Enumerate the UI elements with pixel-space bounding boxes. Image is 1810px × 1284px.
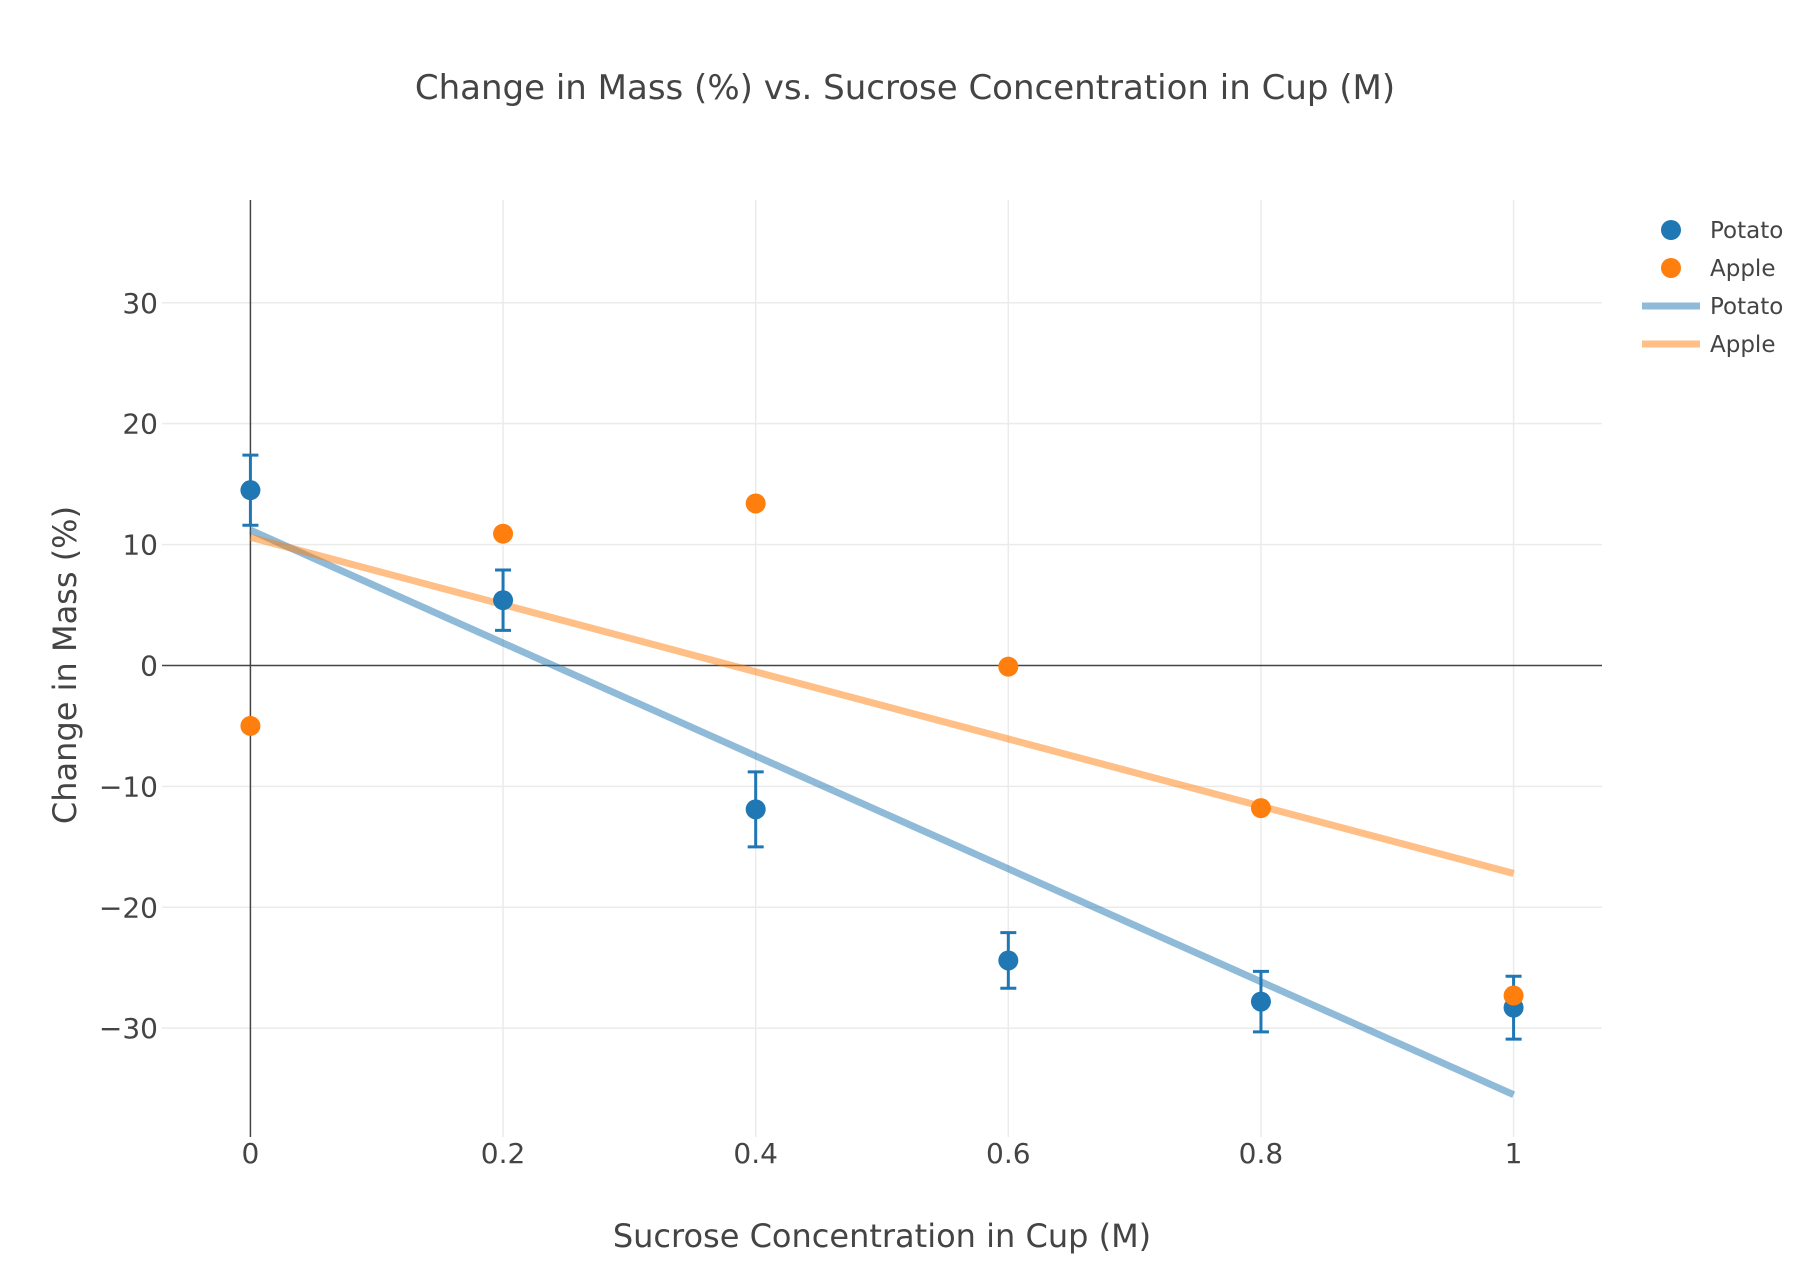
x-tick-label: 0.2	[481, 1137, 526, 1170]
legend-item-apple-line[interactable]: Apple	[1642, 332, 1775, 358]
y-tick-label: −20	[99, 891, 158, 924]
apple-data-point	[493, 523, 514, 544]
potato-data-point	[745, 799, 766, 820]
y-tick-label: −10	[99, 770, 158, 803]
legend-marker-swatch	[1661, 258, 1681, 278]
y-tick-label: 10	[122, 529, 158, 562]
x-tick-label: 0.6	[986, 1137, 1031, 1170]
x-tick-label: 0.8	[1239, 1137, 1284, 1170]
legend-label: Potato	[1710, 218, 1783, 244]
apple-fit-line	[249, 533, 1515, 877]
x-tick-label: 0.4	[733, 1137, 778, 1170]
tick-labels: 0 0.2 0.4 0.6 0.8 1 30 20 10 0 −10 −20 −30	[99, 287, 1523, 1170]
legend-marker-swatch	[1661, 220, 1681, 240]
x-axis-title: Sucrose Concentration in Cup (M)	[613, 1217, 1151, 1255]
gridlines	[162, 200, 1602, 1137]
y-axis-title: Change in Mass (%)	[46, 506, 84, 824]
legend[interactable]: Potato Apple Potato Apple	[1642, 218, 1783, 358]
x-tick-label: 0	[242, 1137, 260, 1170]
apple-data-point	[1503, 985, 1524, 1006]
legend-item-potato-markers[interactable]: Potato	[1661, 218, 1783, 244]
y-tick-label: 0	[140, 649, 158, 682]
y-tick-label: −30	[99, 1012, 158, 1045]
legend-label: Apple	[1710, 332, 1775, 358]
potato-data-point	[998, 950, 1019, 971]
chart-title: Change in Mass (%) vs. Sucrose Concentra…	[415, 68, 1395, 108]
legend-label: Apple	[1710, 256, 1775, 282]
potato-fit-line	[248, 526, 1516, 1098]
apple-data-point	[240, 715, 261, 736]
y-tick-label: 20	[122, 408, 158, 441]
error-bars	[242, 453, 1522, 1041]
potato-data-point	[240, 480, 261, 501]
fit-lines	[248, 526, 1516, 1098]
apple-data-point	[998, 656, 1019, 677]
data-markers	[240, 480, 1524, 1018]
apple-data-point	[1250, 798, 1271, 819]
x-tick-label: 1	[1505, 1137, 1523, 1170]
potato-data-point	[493, 590, 514, 611]
zero-lines	[162, 200, 1602, 1137]
legend-item-apple-markers[interactable]: Apple	[1661, 256, 1775, 282]
y-tick-label: 30	[122, 287, 158, 320]
potato-data-point	[1250, 991, 1271, 1012]
legend-item-potato-line[interactable]: Potato	[1642, 294, 1783, 320]
apple-data-point	[745, 493, 766, 514]
legend-label: Potato	[1710, 294, 1783, 320]
